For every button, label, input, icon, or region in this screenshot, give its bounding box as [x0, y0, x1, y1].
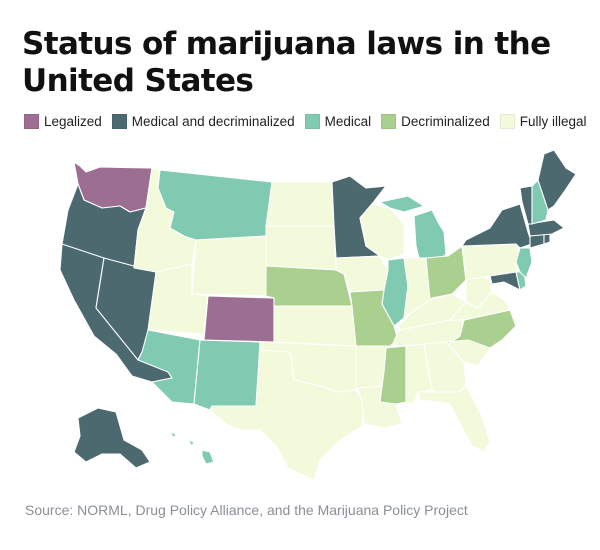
state-mt [157, 169, 273, 241]
legend-item-medical: Medical [304, 113, 372, 129]
state-ak [73, 407, 151, 469]
legend-label-fully-illegal: Fully illegal [519, 113, 587, 129]
state-tx [209, 349, 365, 480]
legend-swatch-decriminalized [381, 113, 397, 129]
legend-swatch-medical [304, 113, 320, 129]
legend-label-medical-and-decriminalized: Medical and decriminalized [131, 113, 295, 129]
legend-swatch-fully-illegal [499, 113, 515, 129]
legend-label-medical: Medical [324, 113, 372, 129]
state-hi [169, 431, 215, 465]
map-legend: Legalized Medical and decriminalized Med… [24, 112, 596, 130]
legend-item-fully-illegal: Fully illegal [499, 113, 587, 129]
source-note: Source: NORML, Drug Policy Alliance, and… [25, 502, 468, 518]
state-ks [273, 305, 357, 347]
state-sd [265, 225, 337, 271]
state-fl [417, 385, 491, 453]
legend-item-legalized: Legalized [24, 113, 102, 129]
legend-label-decriminalized: Decriminalized [401, 113, 490, 129]
state-mi-upper [379, 195, 425, 213]
state-vt [519, 185, 533, 225]
state-ri [543, 233, 551, 245]
state-ma [527, 219, 565, 237]
page-title: Status of marijuana laws in the United S… [22, 26, 551, 99]
state-nh [531, 179, 549, 225]
legend-swatch-legalized [24, 113, 39, 129]
state-nm [193, 339, 261, 411]
us-map [59, 149, 577, 480]
state-co [203, 295, 275, 343]
state-ny [461, 203, 533, 249]
legend-item-decriminalized: Decriminalized [381, 113, 490, 129]
legend-item-medical-and-decriminalized: Medical and decriminalized [111, 113, 295, 129]
state-nd [265, 181, 335, 227]
legend-label-legalized: Legalized [44, 113, 102, 129]
state-wy [191, 235, 267, 297]
legend-swatch-medical-and-decriminalized [111, 113, 127, 129]
state-ms [379, 345, 407, 405]
state-me [537, 149, 577, 211]
state-mi [413, 209, 447, 263]
